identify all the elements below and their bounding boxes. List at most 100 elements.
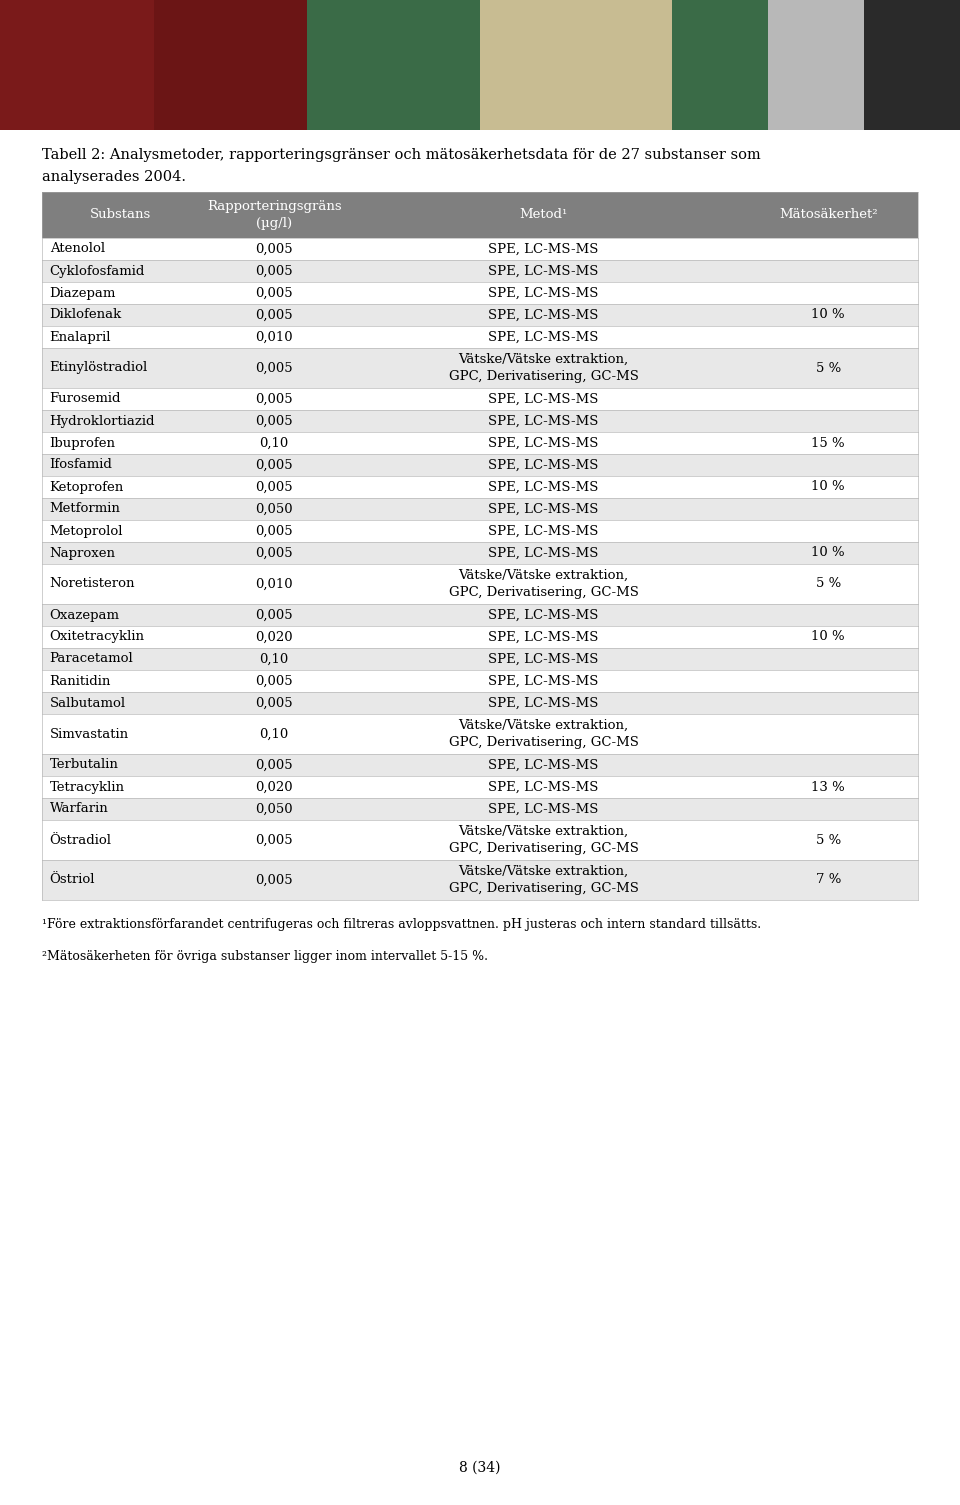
Text: 0,005: 0,005 [255, 674, 293, 688]
Bar [42, 754, 918, 777]
Bar [154, 0, 307, 129]
Text: SPE, LC-MS-MS: SPE, LC-MS-MS [489, 802, 599, 816]
Text: 0,005: 0,005 [255, 546, 293, 560]
Text: SPE, LC-MS-MS: SPE, LC-MS-MS [489, 631, 599, 644]
Text: Östriol: Östriol [50, 873, 95, 886]
Text: Warfarin: Warfarin [50, 802, 108, 816]
Text: SPE, LC-MS-MS: SPE, LC-MS-MS [489, 697, 599, 709]
Bar [42, 713, 918, 754]
Text: 0,10: 0,10 [259, 727, 289, 740]
Text: 5 %: 5 % [816, 578, 841, 590]
Text: Diazepam: Diazepam [50, 286, 116, 299]
Bar [42, 348, 918, 388]
Text: 0,050: 0,050 [255, 503, 293, 516]
Bar [42, 521, 918, 542]
Bar [42, 476, 918, 498]
Bar [42, 388, 918, 409]
Text: Metod¹: Metod¹ [519, 209, 567, 221]
Text: 7 %: 7 % [816, 873, 841, 886]
Text: 0,10: 0,10 [259, 436, 289, 450]
Text: SPE, LC-MS-MS: SPE, LC-MS-MS [489, 546, 599, 560]
Text: Substans: Substans [90, 209, 152, 221]
Text: 0,005: 0,005 [255, 309, 293, 322]
Bar [42, 238, 918, 260]
Text: 0,020: 0,020 [255, 631, 293, 644]
Bar [42, 692, 918, 713]
Text: Ketoprofen: Ketoprofen [50, 480, 124, 494]
Text: SPE, LC-MS-MS: SPE, LC-MS-MS [489, 265, 599, 277]
Text: Etinylöstradiol: Etinylöstradiol [50, 361, 148, 375]
Text: Hydroklortiazid: Hydroklortiazid [50, 414, 156, 427]
Bar [307, 0, 480, 129]
Text: Salbutamol: Salbutamol [50, 697, 126, 709]
Text: SPE, LC-MS-MS: SPE, LC-MS-MS [489, 608, 599, 622]
Bar [42, 820, 918, 859]
Text: 0,010: 0,010 [255, 331, 293, 343]
Text: Mätosäkerhet²: Mätosäkerhet² [779, 209, 877, 221]
Text: SPE, LC-MS-MS: SPE, LC-MS-MS [489, 414, 599, 427]
Bar [42, 564, 918, 604]
Text: GPC, Derivatisering, GC-MS: GPC, Derivatisering, GC-MS [448, 370, 638, 384]
Text: 0,005: 0,005 [255, 242, 293, 256]
Text: Ifosfamid: Ifosfamid [50, 459, 112, 471]
Text: SPE, LC-MS-MS: SPE, LC-MS-MS [489, 286, 599, 299]
Text: Tabell 2: Analysmetoder, rapporteringsgränser och mätosäkerhetsdata för de 27 su: Tabell 2: Analysmetoder, rapporteringsgr… [42, 147, 760, 163]
Text: 0,005: 0,005 [255, 834, 293, 846]
Text: 0,005: 0,005 [255, 265, 293, 277]
Text: Tetracyklin: Tetracyklin [50, 781, 125, 793]
Text: 0,005: 0,005 [255, 608, 293, 622]
Bar [480, 0, 672, 129]
Text: Metoprolol: Metoprolol [50, 525, 123, 537]
Text: Vätske/Vätske extraktion,: Vätske/Vätske extraktion, [459, 569, 629, 582]
Text: 10 %: 10 % [811, 309, 845, 322]
Bar [42, 432, 918, 455]
Text: SPE, LC-MS-MS: SPE, LC-MS-MS [489, 393, 599, 405]
Text: 0,005: 0,005 [255, 480, 293, 494]
Text: Simvastatin: Simvastatin [50, 727, 129, 740]
Text: SPE, LC-MS-MS: SPE, LC-MS-MS [489, 653, 599, 665]
Text: SPE, LC-MS-MS: SPE, LC-MS-MS [489, 480, 599, 494]
Text: Noretisteron: Noretisteron [50, 578, 135, 590]
Bar [0, 0, 960, 129]
Text: 10 %: 10 % [811, 546, 845, 560]
Text: 10 %: 10 % [811, 480, 845, 494]
Text: Vätske/Vätske extraktion,: Vätske/Vätske extraktion, [459, 865, 629, 877]
Text: Naproxen: Naproxen [50, 546, 116, 560]
Bar [42, 455, 918, 476]
Text: Ranitidin: Ranitidin [50, 674, 111, 688]
Bar [42, 626, 918, 649]
Text: 10 %: 10 % [811, 631, 845, 644]
Bar [42, 193, 918, 238]
Bar [42, 327, 918, 348]
Bar [42, 281, 918, 304]
Text: GPC, Derivatisering, GC-MS: GPC, Derivatisering, GC-MS [448, 587, 638, 599]
Text: Cyklofosfamid: Cyklofosfamid [50, 265, 145, 277]
Text: Östradiol: Östradiol [50, 834, 111, 846]
Text: Vätske/Vätske extraktion,: Vätske/Vätske extraktion, [459, 825, 629, 838]
Text: Paracetamol: Paracetamol [50, 653, 133, 665]
Text: 0,005: 0,005 [255, 393, 293, 405]
Text: SPE, LC-MS-MS: SPE, LC-MS-MS [489, 781, 599, 793]
Text: 15 %: 15 % [811, 436, 845, 450]
Bar [768, 0, 864, 129]
Text: 0,005: 0,005 [255, 361, 293, 375]
Text: SPE, LC-MS-MS: SPE, LC-MS-MS [489, 309, 599, 322]
Text: Oxazepam: Oxazepam [50, 608, 120, 622]
Text: GPC, Derivatisering, GC-MS: GPC, Derivatisering, GC-MS [448, 882, 638, 895]
Text: GPC, Derivatisering, GC-MS: GPC, Derivatisering, GC-MS [448, 736, 638, 749]
Text: SPE, LC-MS-MS: SPE, LC-MS-MS [489, 674, 599, 688]
Bar [42, 498, 918, 521]
Text: 0,005: 0,005 [255, 525, 293, 537]
Text: ¹Före extraktionsförfarandet centrifugeras och filtreras avloppsvattnen. pH just: ¹Före extraktionsförfarandet centrifuger… [42, 918, 761, 932]
Bar [42, 604, 918, 626]
Text: 13 %: 13 % [811, 781, 845, 793]
Text: SPE, LC-MS-MS: SPE, LC-MS-MS [489, 436, 599, 450]
Text: Vätske/Vätske extraktion,: Vätske/Vätske extraktion, [459, 352, 629, 366]
Bar [42, 260, 918, 281]
Text: Oxitetracyklin: Oxitetracyklin [50, 631, 145, 644]
Text: 5 %: 5 % [816, 834, 841, 846]
Bar [42, 798, 918, 820]
Text: SPE, LC-MS-MS: SPE, LC-MS-MS [489, 759, 599, 772]
Bar [42, 542, 918, 564]
Bar [42, 777, 918, 798]
